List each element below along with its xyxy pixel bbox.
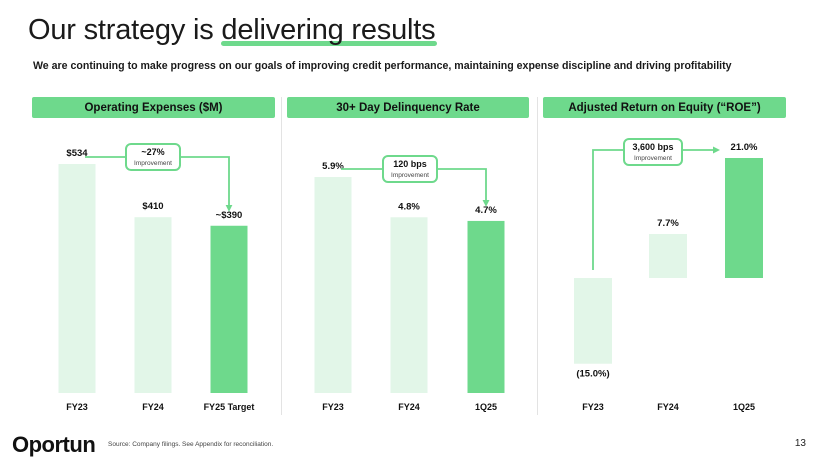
data-label: ~$390 (216, 210, 243, 221)
bar (210, 225, 248, 393)
callout-box (125, 143, 181, 171)
category-label: 1Q25 (733, 402, 755, 412)
category-label: FY24 (657, 402, 679, 412)
bar (314, 177, 352, 393)
data-label: 4.7% (475, 205, 497, 216)
bar (390, 217, 428, 393)
category-label: FY25 Target (204, 402, 255, 412)
category-label: FY24 (398, 402, 420, 412)
category-label: FY23 (322, 402, 344, 412)
page-number: 13 (794, 438, 806, 449)
data-label: $410 (142, 201, 163, 212)
callout-value: 120 bps (393, 159, 427, 169)
panel-divider (281, 97, 282, 415)
category-label: FY23 (582, 402, 604, 412)
data-label: 7.7% (657, 218, 679, 229)
panel-header-delinquency: 30+ Day Delinquency Rate (287, 97, 529, 118)
data-label: (15.0%) (576, 369, 609, 380)
callout-value: 3,600 bps (632, 142, 673, 152)
callout-box (382, 155, 438, 183)
panel-divider (537, 97, 538, 415)
source-note: Source: Company filings. See Appendix fo… (108, 441, 274, 448)
callout-box (623, 138, 683, 166)
bar (725, 158, 763, 278)
callout-arrow (85, 156, 229, 210)
data-label: $534 (66, 148, 88, 159)
bar (649, 234, 687, 278)
bar (58, 164, 96, 393)
callout-text: Improvement (634, 155, 672, 162)
callout-arrow (341, 168, 486, 205)
callout-text: Improvement (134, 160, 172, 167)
panel-header-opex: Operating Expenses ($M) (32, 97, 275, 118)
callout-value: ~27% (141, 147, 164, 157)
title-text: Our strategy is (28, 14, 222, 46)
page-subtitle: We are continuing to make progress on ou… (33, 60, 732, 72)
oportun-logo: Oportun (12, 432, 96, 457)
data-label: 4.8% (398, 201, 420, 212)
bar (574, 278, 612, 364)
title-highlight: delivering results (221, 14, 436, 46)
data-label: 5.9% (322, 161, 344, 172)
data-label: 21.0% (731, 142, 758, 153)
callout-text: Improvement (391, 172, 429, 179)
callout-arrow (592, 150, 718, 270)
bar (467, 220, 505, 393)
category-label: FY24 (142, 402, 164, 412)
category-label: 1Q25 (475, 402, 497, 412)
category-label: FY23 (66, 402, 88, 412)
panel-header-roe: Adjusted Return on Equity (“ROE”) (543, 97, 786, 118)
bar (134, 217, 172, 393)
page-title: Our strategy is delivering results (28, 14, 436, 47)
